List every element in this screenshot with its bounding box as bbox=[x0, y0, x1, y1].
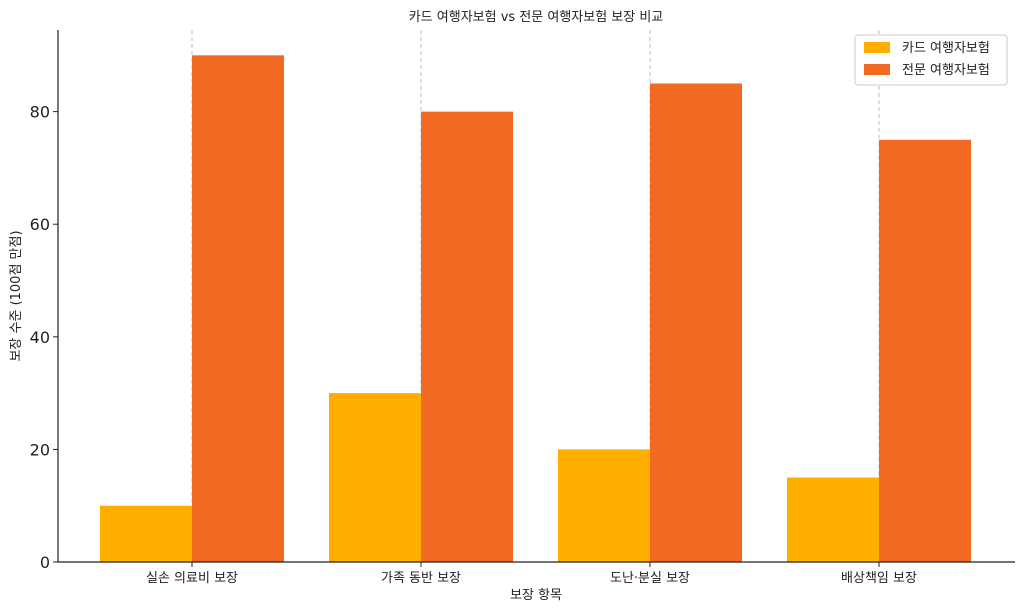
x-tick-label: 배상책임 보장 bbox=[841, 571, 917, 586]
bars bbox=[100, 55, 971, 563]
chart-title: 카드 여행자보험 vs 전문 여행자보험 보장 비교 bbox=[409, 9, 664, 25]
y-axis-label: 보장 수준 (100점 만점) bbox=[9, 230, 24, 361]
legend-swatch-card bbox=[864, 42, 890, 53]
bar-pro-insurance bbox=[421, 111, 513, 562]
bar-card-insurance bbox=[329, 393, 421, 562]
y-tick-label: 60 bbox=[30, 215, 50, 234]
bar-card-insurance bbox=[558, 449, 650, 562]
y-tick-label: 40 bbox=[30, 328, 50, 347]
legend: 카드 여행자보험 전문 여행자보험 bbox=[854, 34, 1008, 86]
bar-pro-insurance bbox=[879, 139, 971, 562]
legend-label-card: 카드 여행자보험 bbox=[902, 40, 990, 56]
y-tick-label: 20 bbox=[30, 440, 50, 459]
bar-card-insurance bbox=[787, 477, 879, 562]
x-axis-label: 보장 항목 bbox=[510, 588, 562, 603]
bar-pro-insurance bbox=[192, 55, 284, 562]
x-tick-label: 도난·분실 보장 bbox=[610, 571, 690, 586]
legend-frame bbox=[854, 34, 1008, 86]
bar-pro-insurance bbox=[650, 83, 742, 563]
x-tick-label: 가족 동반 보장 bbox=[381, 571, 461, 586]
tick-labels: 실손 의료비 보장 가족 동반 보장 도난·분실 보장 배상책임 보장 0 20 40 60 8… bbox=[30, 103, 917, 586]
grid-lines bbox=[191, 30, 880, 562]
bar-card-insurance bbox=[100, 505, 192, 562]
y-tick-label: 80 bbox=[30, 103, 50, 122]
axes bbox=[53, 30, 1015, 567]
legend-label-pro: 전문 여행자보험 bbox=[902, 62, 990, 78]
legend-swatch-pro bbox=[864, 64, 890, 75]
x-tick-label: 실손 의료비 보장 bbox=[146, 571, 238, 586]
y-tick-label: 0 bbox=[40, 553, 50, 572]
